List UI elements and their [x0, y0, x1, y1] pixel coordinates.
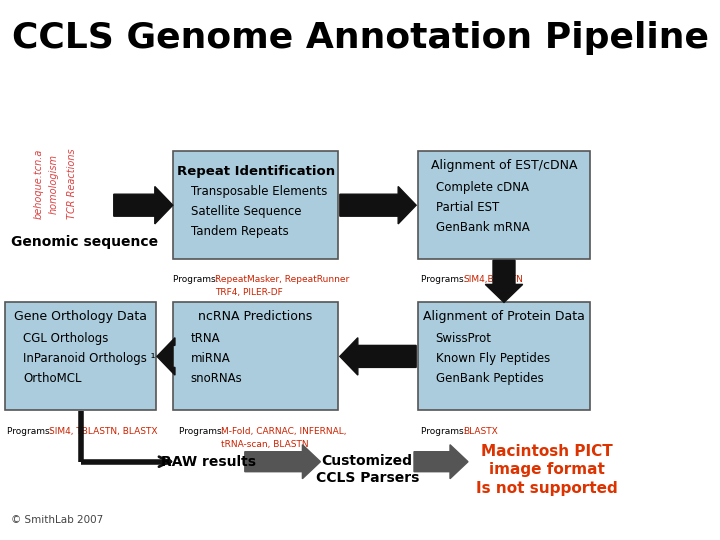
Text: GenBank mRNA: GenBank mRNA: [436, 221, 529, 234]
Text: miRNA: miRNA: [191, 353, 230, 366]
Text: © SmithLab 2007: © SmithLab 2007: [11, 515, 103, 525]
Text: OrthoMCL: OrthoMCL: [23, 373, 81, 386]
Text: tRNA-scan, BLASTN: tRNA-scan, BLASTN: [220, 440, 308, 449]
Text: SIM4,BLASTN: SIM4,BLASTN: [463, 275, 523, 285]
Text: BLASTX: BLASTX: [463, 427, 498, 436]
Text: RepeatMasker, RepeatRunner: RepeatMasker, RepeatRunner: [215, 275, 349, 285]
Text: RAW results: RAW results: [161, 455, 256, 469]
Text: SIM4, TBLASTN, BLASTX: SIM4, TBLASTN, BLASTX: [49, 427, 158, 436]
Text: Tandem Repeats: Tandem Repeats: [191, 225, 289, 238]
Text: TRF4, PILER-DF: TRF4, PILER-DF: [215, 288, 282, 298]
Text: Known Fly Peptides: Known Fly Peptides: [436, 353, 550, 366]
Text: CCLS Genome Annotation Pipeline: CCLS Genome Annotation Pipeline: [12, 21, 708, 55]
Text: ncRNA Predictions: ncRNA Predictions: [199, 310, 312, 323]
Text: Programs:: Programs:: [421, 275, 469, 285]
Text: Programs:: Programs:: [173, 275, 221, 285]
FancyBboxPatch shape: [173, 302, 338, 410]
Text: GenBank Peptides: GenBank Peptides: [436, 373, 544, 386]
Text: Repeat Identification: Repeat Identification: [176, 165, 335, 178]
Polygon shape: [157, 338, 175, 375]
Text: Programs:: Programs:: [179, 427, 227, 436]
Text: Customized
CCLS Parsers: Customized CCLS Parsers: [315, 454, 419, 485]
Text: Transposable Elements: Transposable Elements: [191, 185, 327, 198]
Text: tRNA: tRNA: [191, 333, 220, 346]
Text: Genomic sequence: Genomic sequence: [12, 235, 158, 249]
Text: SwissProt: SwissProt: [436, 333, 492, 346]
Polygon shape: [414, 445, 468, 478]
FancyBboxPatch shape: [173, 151, 338, 259]
FancyBboxPatch shape: [418, 302, 590, 410]
Polygon shape: [340, 186, 416, 224]
Text: homologism: homologism: [49, 153, 59, 214]
Text: Complete cDNA: Complete cDNA: [436, 181, 528, 194]
FancyBboxPatch shape: [418, 151, 590, 259]
Text: behoque.tcn.a: behoque.tcn.a: [33, 148, 43, 219]
Text: Programs:: Programs:: [421, 427, 469, 436]
Text: Alignment of EST/cDNA: Alignment of EST/cDNA: [431, 159, 577, 172]
Text: Macintosh PICT
image format
Is not supported: Macintosh PICT image format Is not suppo…: [477, 444, 618, 496]
Text: InParanoid Orthologs ¹: InParanoid Orthologs ¹: [23, 353, 156, 366]
Text: snoRNAs: snoRNAs: [191, 373, 243, 386]
FancyBboxPatch shape: [5, 302, 156, 410]
Text: CGL Orthologs: CGL Orthologs: [23, 333, 109, 346]
Text: Partial EST: Partial EST: [436, 201, 499, 214]
Text: Gene Orthology Data: Gene Orthology Data: [14, 310, 147, 323]
Polygon shape: [245, 445, 320, 478]
Text: Satellite Sequence: Satellite Sequence: [191, 205, 301, 218]
Polygon shape: [340, 338, 416, 375]
Text: TCR Reactions: TCR Reactions: [67, 148, 77, 219]
Text: M-Fold, CARNAC, INFERNAL,: M-Fold, CARNAC, INFERNAL,: [220, 427, 346, 436]
Text: Programs:: Programs:: [7, 427, 55, 436]
Polygon shape: [485, 260, 523, 302]
Polygon shape: [114, 186, 173, 224]
Text: Alignment of Protein Data: Alignment of Protein Data: [423, 310, 585, 323]
